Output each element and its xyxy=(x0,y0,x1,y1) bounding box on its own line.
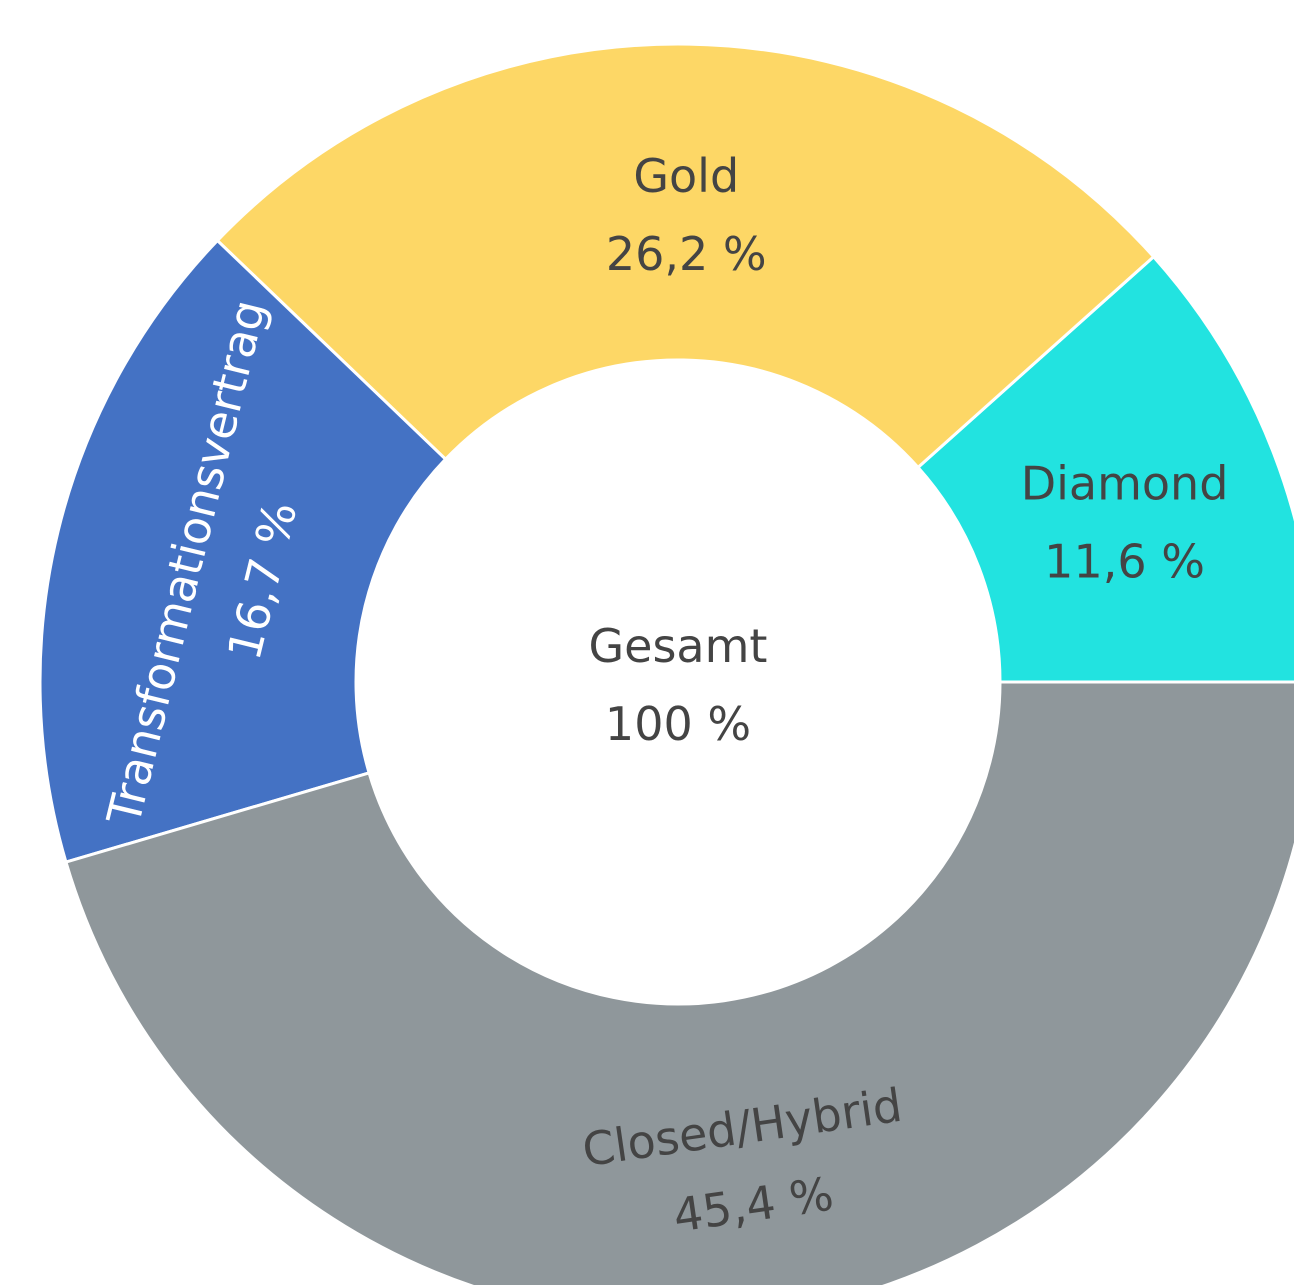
center-value: 100 % xyxy=(605,697,751,751)
value-label: 11,6 % xyxy=(1044,534,1205,588)
label-text: Gold 26,2 % xyxy=(606,149,767,281)
segment xyxy=(64,680,1294,1285)
label-text: Diamond 11,6 % xyxy=(1021,456,1229,588)
category-label: Diamond xyxy=(1021,456,1229,510)
category-label: Gold xyxy=(633,149,739,203)
center xyxy=(357,361,999,1003)
value-label: 26,2 % xyxy=(606,227,767,281)
segment-label: Diamond 11,6 % xyxy=(1021,456,1229,588)
segment-label: Gold 26,2 % xyxy=(606,149,767,281)
center-name: Gesamt xyxy=(589,619,768,673)
segment xyxy=(215,42,1156,470)
segment xyxy=(38,238,448,864)
segment xyxy=(915,254,1294,684)
center-label: Gesamt 100 % xyxy=(589,619,768,751)
